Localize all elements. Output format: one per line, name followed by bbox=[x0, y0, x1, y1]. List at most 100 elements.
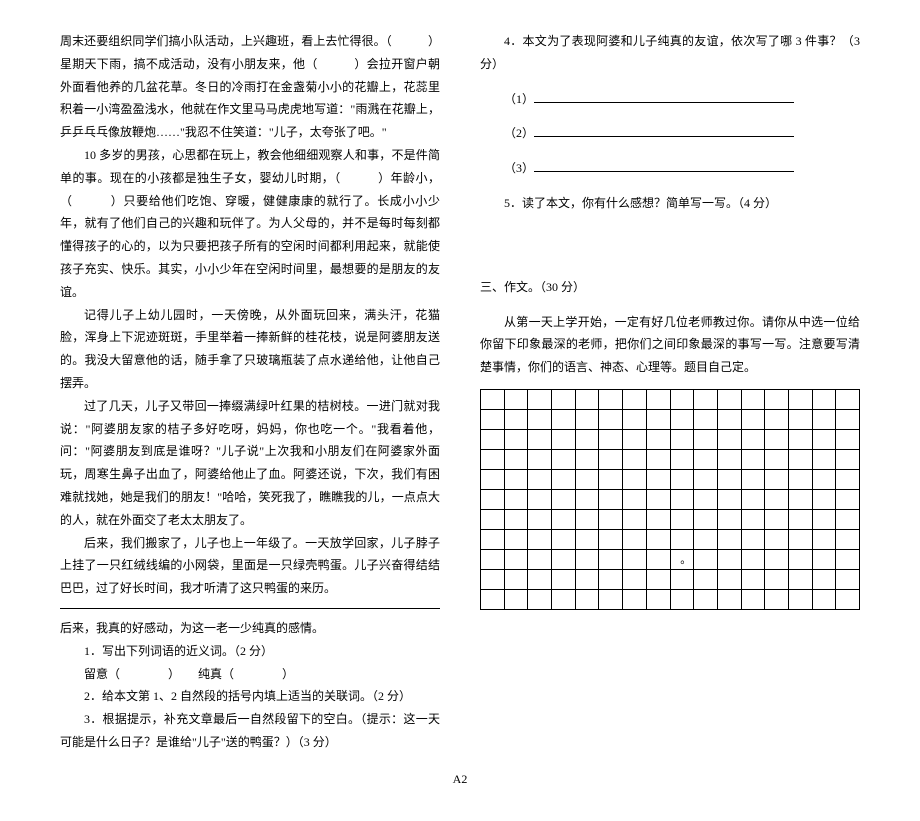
essay-cell[interactable] bbox=[741, 409, 765, 429]
essay-cell[interactable] bbox=[552, 489, 576, 509]
essay-cell[interactable] bbox=[504, 469, 528, 489]
essay-cell[interactable] bbox=[765, 449, 789, 469]
essay-cell[interactable] bbox=[646, 389, 670, 409]
essay-cell[interactable] bbox=[788, 549, 812, 569]
essay-cell[interactable] bbox=[623, 529, 647, 549]
essay-cell[interactable] bbox=[836, 549, 860, 569]
essay-cell[interactable] bbox=[528, 429, 552, 449]
essay-cell[interactable] bbox=[741, 469, 765, 489]
essay-cell[interactable] bbox=[481, 389, 505, 409]
essay-cell[interactable] bbox=[599, 529, 623, 549]
essay-cell[interactable] bbox=[836, 409, 860, 429]
q4-3-blank[interactable] bbox=[534, 171, 794, 172]
essay-cell[interactable] bbox=[646, 469, 670, 489]
essay-cell[interactable] bbox=[623, 429, 647, 449]
essay-cell[interactable] bbox=[836, 389, 860, 409]
essay-cell[interactable] bbox=[528, 389, 552, 409]
essay-cell[interactable] bbox=[504, 449, 528, 469]
essay-cell[interactable] bbox=[481, 489, 505, 509]
essay-cell[interactable] bbox=[670, 549, 694, 569]
essay-cell[interactable] bbox=[694, 489, 718, 509]
essay-cell[interactable] bbox=[717, 429, 741, 449]
essay-cell[interactable] bbox=[788, 509, 812, 529]
essay-cell[interactable] bbox=[765, 529, 789, 549]
essay-cell[interactable] bbox=[599, 389, 623, 409]
essay-cell[interactable] bbox=[623, 449, 647, 469]
essay-cell[interactable] bbox=[694, 529, 718, 549]
essay-cell[interactable] bbox=[599, 509, 623, 529]
essay-cell[interactable] bbox=[812, 549, 836, 569]
essay-cell[interactable] bbox=[504, 389, 528, 409]
essay-cell[interactable] bbox=[717, 389, 741, 409]
essay-cell[interactable] bbox=[694, 509, 718, 529]
essay-cell[interactable] bbox=[552, 529, 576, 549]
essay-cell[interactable] bbox=[836, 449, 860, 469]
essay-cell[interactable] bbox=[528, 529, 552, 549]
essay-cell[interactable] bbox=[552, 469, 576, 489]
essay-cell[interactable] bbox=[504, 489, 528, 509]
essay-cell[interactable] bbox=[528, 469, 552, 489]
essay-cell[interactable] bbox=[812, 569, 836, 589]
essay-cell[interactable] bbox=[528, 489, 552, 509]
essay-cell[interactable] bbox=[765, 549, 789, 569]
essay-cell[interactable] bbox=[741, 549, 765, 569]
essay-cell[interactable] bbox=[765, 469, 789, 489]
essay-cell[interactable] bbox=[599, 589, 623, 609]
essay-cell[interactable] bbox=[670, 589, 694, 609]
essay-cell[interactable] bbox=[646, 569, 670, 589]
essay-cell[interactable] bbox=[670, 569, 694, 589]
essay-cell[interactable] bbox=[741, 529, 765, 549]
essay-cell[interactable] bbox=[504, 569, 528, 589]
essay-cell[interactable] bbox=[481, 589, 505, 609]
essay-cell[interactable] bbox=[599, 449, 623, 469]
essay-cell[interactable] bbox=[812, 509, 836, 529]
essay-cell[interactable] bbox=[765, 489, 789, 509]
essay-cell[interactable] bbox=[836, 429, 860, 449]
essay-cell[interactable] bbox=[646, 409, 670, 429]
essay-cell[interactable] bbox=[504, 429, 528, 449]
essay-cell[interactable] bbox=[646, 509, 670, 529]
essay-cell[interactable] bbox=[717, 589, 741, 609]
essay-cell[interactable] bbox=[788, 449, 812, 469]
essay-cell[interactable] bbox=[694, 449, 718, 469]
essay-cell[interactable] bbox=[623, 569, 647, 589]
essay-cell[interactable] bbox=[765, 569, 789, 589]
essay-cell[interactable] bbox=[504, 589, 528, 609]
essay-cell[interactable] bbox=[575, 469, 599, 489]
essay-cell[interactable] bbox=[552, 389, 576, 409]
essay-grid[interactable] bbox=[480, 389, 860, 610]
essay-cell[interactable] bbox=[481, 509, 505, 529]
essay-cell[interactable] bbox=[717, 569, 741, 589]
essay-cell[interactable] bbox=[670, 429, 694, 449]
essay-cell[interactable] bbox=[623, 409, 647, 429]
essay-cell[interactable] bbox=[788, 589, 812, 609]
essay-cell[interactable] bbox=[504, 409, 528, 429]
essay-cell[interactable] bbox=[575, 449, 599, 469]
essay-cell[interactable] bbox=[670, 449, 694, 469]
essay-cell[interactable] bbox=[528, 409, 552, 429]
essay-cell[interactable] bbox=[528, 449, 552, 469]
essay-cell[interactable] bbox=[694, 409, 718, 429]
essay-cell[interactable] bbox=[646, 449, 670, 469]
essay-cell[interactable] bbox=[788, 429, 812, 449]
essay-cell[interactable] bbox=[812, 429, 836, 449]
q5-answer-space[interactable] bbox=[480, 215, 860, 270]
essay-cell[interactable] bbox=[788, 569, 812, 589]
essay-cell[interactable] bbox=[812, 449, 836, 469]
essay-cell[interactable] bbox=[552, 589, 576, 609]
essay-cell[interactable] bbox=[623, 509, 647, 529]
essay-cell[interactable] bbox=[552, 509, 576, 529]
essay-cell[interactable] bbox=[694, 389, 718, 409]
essay-cell[interactable] bbox=[552, 429, 576, 449]
essay-cell[interactable] bbox=[836, 589, 860, 609]
essay-cell[interactable] bbox=[575, 569, 599, 589]
essay-cell[interactable] bbox=[765, 509, 789, 529]
essay-cell[interactable] bbox=[694, 469, 718, 489]
essay-cell[interactable] bbox=[575, 389, 599, 409]
essay-cell[interactable] bbox=[481, 409, 505, 429]
essay-cell[interactable] bbox=[812, 589, 836, 609]
essay-cell[interactable] bbox=[670, 509, 694, 529]
essay-cell[interactable] bbox=[481, 449, 505, 469]
essay-cell[interactable] bbox=[575, 429, 599, 449]
essay-cell[interactable] bbox=[741, 509, 765, 529]
